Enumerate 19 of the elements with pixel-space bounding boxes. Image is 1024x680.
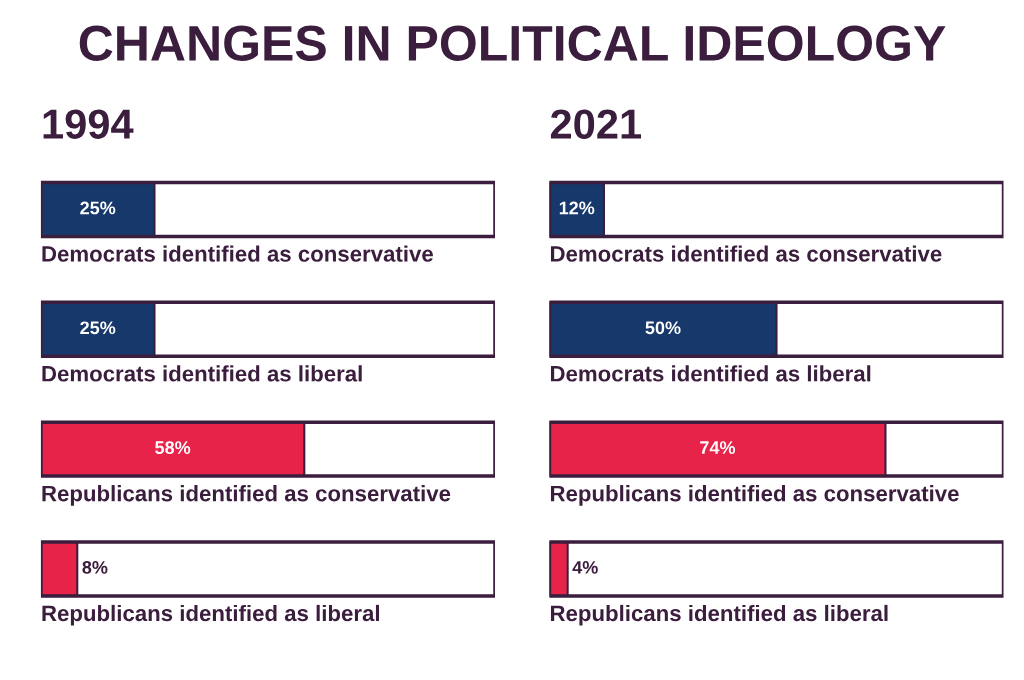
data-label: 4% bbox=[572, 561, 598, 574]
data-label: 25% bbox=[80, 201, 116, 215]
data-label: 58% bbox=[155, 441, 191, 454]
data-label: 74% bbox=[700, 441, 736, 454]
chart-title: 2021 bbox=[550, 109, 642, 139]
data-label: 50% bbox=[645, 321, 681, 335]
category-label: Republicans identified as conservative bbox=[42, 485, 451, 506]
data-label: 8% bbox=[82, 560, 108, 574]
category-label: Republicans identified as liberal bbox=[42, 604, 379, 626]
data-label: 12% bbox=[559, 201, 595, 215]
text: CHANGES IN POLITICAL IDEOLOGY bbox=[79, 25, 946, 62]
category-label: Democrats identified as conservative bbox=[550, 245, 942, 262]
category-label: Democrats identified as liberal bbox=[42, 365, 362, 382]
category-label: Republicans identified as conservative bbox=[550, 485, 959, 506]
category-label: Democrats identified as liberal bbox=[550, 365, 871, 382]
category-label: Democrats identified as conservative bbox=[42, 245, 433, 262]
data-label: 25% bbox=[80, 321, 116, 335]
chart-title: 1994 bbox=[43, 109, 134, 139]
category-label: Republicans identified as liberal bbox=[550, 604, 888, 626]
